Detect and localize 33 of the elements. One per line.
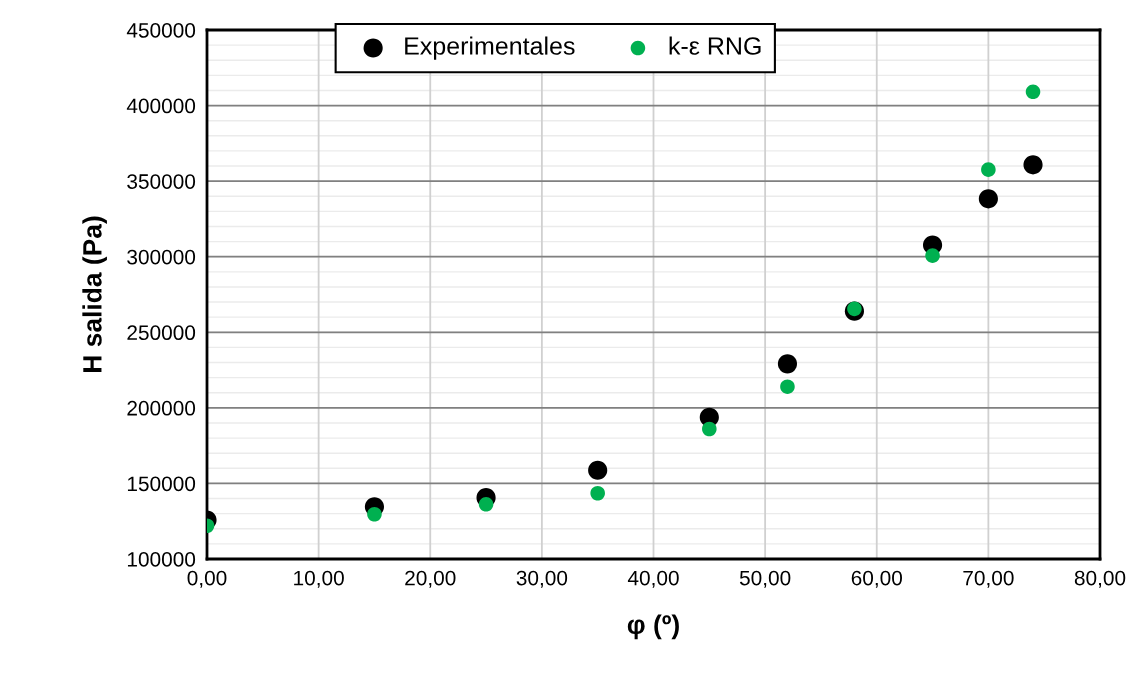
- y-tick-label: 350000: [127, 174, 196, 189]
- x-tick-label: 30,00: [516, 570, 568, 588]
- y-tick-label: 250000: [127, 325, 196, 341]
- x-tick-label: 70,00: [963, 570, 1014, 588]
- point: [925, 248, 940, 263]
- point: [478, 497, 494, 512]
- y-tick-label: 450000: [126, 23, 196, 38]
- x-tick-label: 80,00: [1074, 570, 1126, 588]
- x-tick-label: 40,00: [627, 570, 679, 588]
- x-tick-label: 60,00: [851, 570, 902, 588]
- y-axis-title: H salida (Pa): [82, 216, 107, 372]
- legend-label: k-ε RNG: [669, 36, 761, 55]
- point: [588, 460, 608, 480]
- point: [981, 162, 996, 177]
- y-tick-label: 100000: [127, 552, 196, 567]
- x-tick-label: 20,00: [405, 570, 456, 588]
- point: [978, 189, 998, 209]
- point: [702, 421, 717, 437]
- x-axis-title: φ (º): [627, 614, 679, 640]
- y-tick-label: 300000: [127, 249, 196, 265]
- point: [590, 485, 605, 501]
- point: [777, 354, 798, 374]
- legend-label: Experimentales: [405, 36, 575, 60]
- point: [367, 506, 382, 522]
- y-tick-label: 200000: [127, 400, 196, 416]
- x-tick-label: 10,00: [294, 570, 344, 588]
- point: [1023, 155, 1043, 175]
- x-tick-label: 50,00: [739, 570, 791, 588]
- point: [780, 379, 795, 394]
- x-tick-label: 0,00: [187, 570, 227, 588]
- point: [1025, 84, 1041, 100]
- y-tick-label: 150000: [127, 476, 196, 492]
- y-tick-label: 400000: [126, 98, 196, 114]
